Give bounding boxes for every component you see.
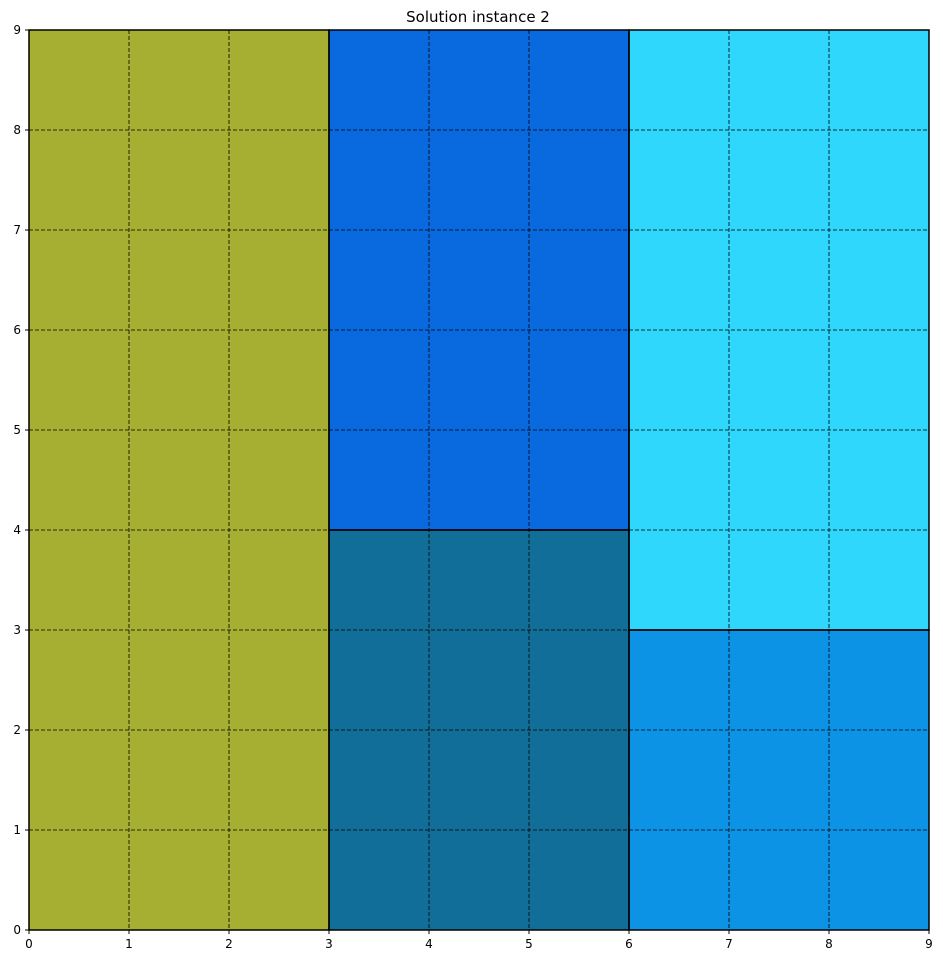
x-tick-label-1: 1 [125, 937, 133, 951]
x-tick-label-9: 9 [925, 937, 933, 951]
rectangle-5 [629, 630, 929, 930]
x-tick-label-0: 0 [25, 937, 33, 951]
y-tick-label-9: 9 [13, 23, 21, 37]
x-tick-label-4: 4 [425, 937, 433, 951]
y-tick-label-2: 2 [13, 723, 21, 737]
y-tick-label-5: 5 [13, 423, 21, 437]
x-tick-label-7: 7 [725, 937, 733, 951]
y-tick-label-8: 8 [13, 123, 21, 137]
y-tick-label-1: 1 [13, 823, 21, 837]
y-tick-label-7: 7 [13, 223, 21, 237]
rectangles-layer [29, 30, 929, 930]
ticks-layer: 0 1 2 3 4 5 6 7 8 9 0 1 2 3 4 5 6 7 8 9 [13, 23, 932, 951]
chart-title: Solution instance 2 [406, 8, 550, 26]
x-tick-label-2: 2 [225, 937, 233, 951]
y-tick-label-3: 3 [13, 623, 21, 637]
axes-layer [28, 29, 930, 931]
rectangle-2 [329, 30, 629, 530]
x-tick-label-6: 6 [625, 937, 633, 951]
y-tick-label-6: 6 [13, 323, 21, 337]
plot-frame [28, 29, 930, 931]
y-tick-label-4: 4 [13, 523, 21, 537]
rectangle-1 [29, 30, 329, 930]
x-tick-label-8: 8 [825, 937, 833, 951]
x-tick-label-5: 5 [525, 937, 533, 951]
x-tick-label-3: 3 [325, 937, 333, 951]
y-tick-label-0: 0 [13, 923, 21, 937]
